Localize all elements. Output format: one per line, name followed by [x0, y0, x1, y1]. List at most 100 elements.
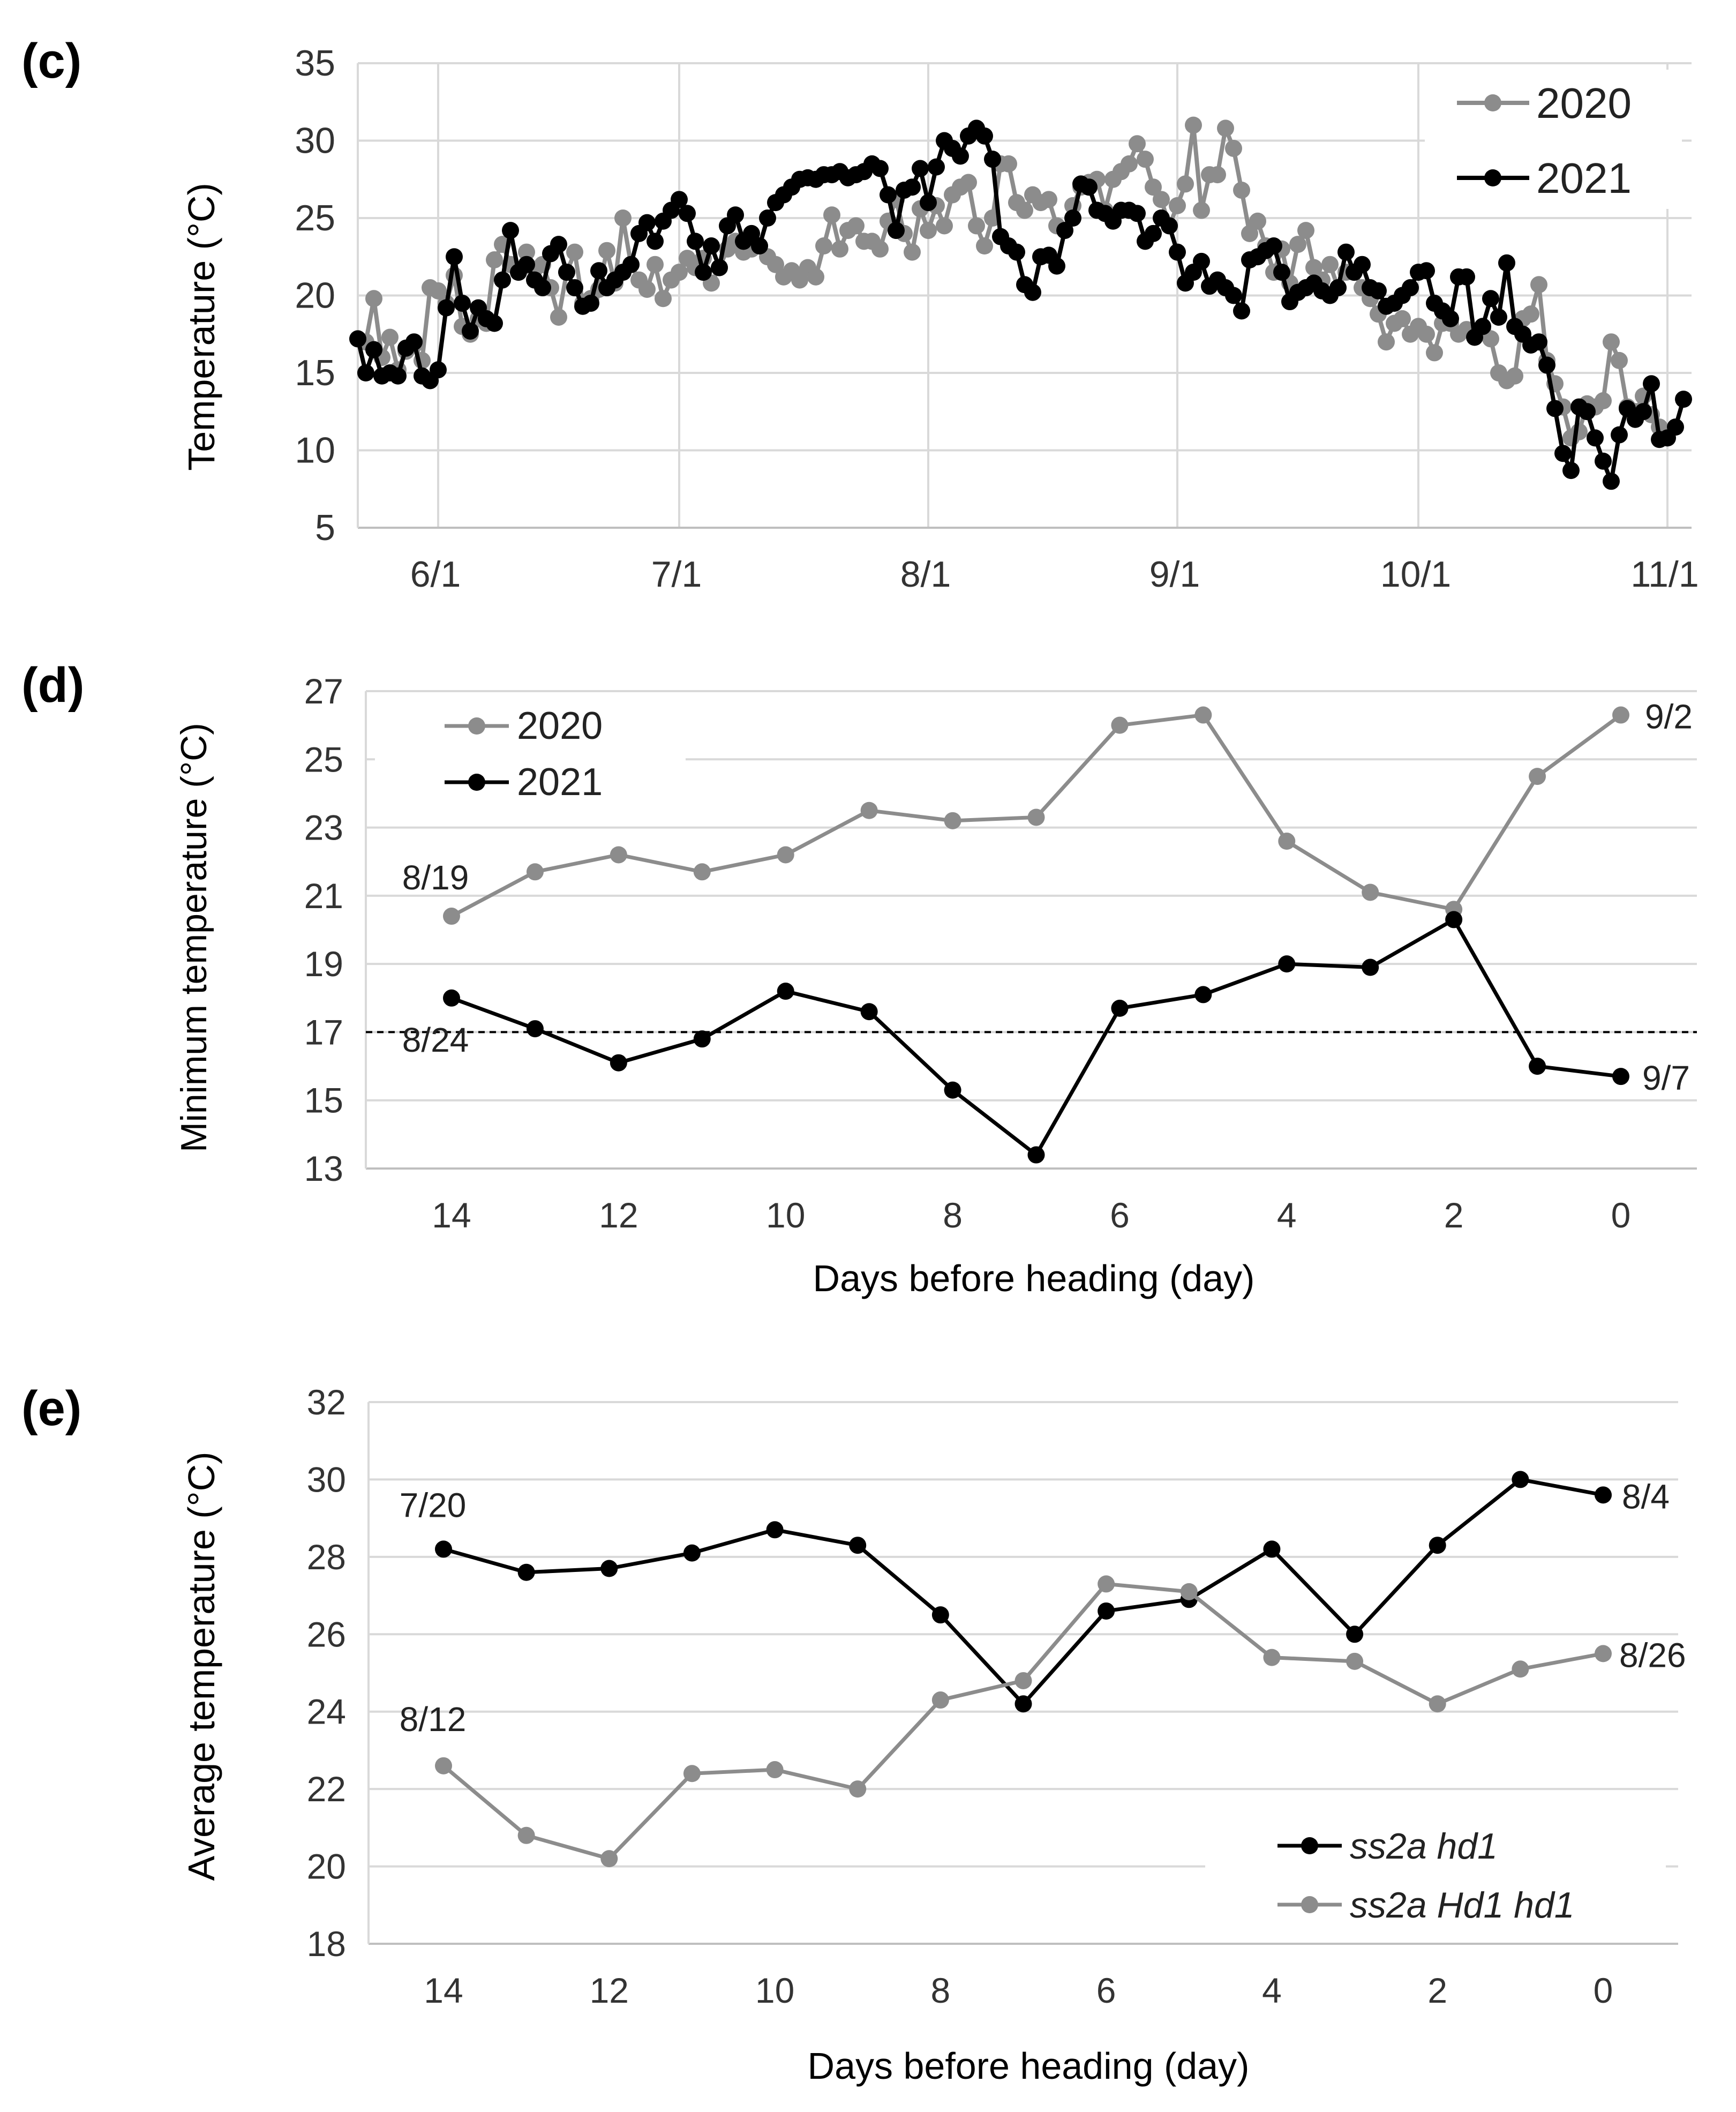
data-point-c-2021: [454, 294, 471, 312]
xtick-label-c: 11/1: [1630, 554, 1699, 595]
data-point-c-2021: [711, 259, 728, 276]
xtick-label-d: 10: [766, 1195, 805, 1235]
data-point-c-2021: [1233, 302, 1250, 320]
data-point-c-2021: [1370, 282, 1387, 299]
data-point-c-2021: [1554, 445, 1572, 462]
data-point-c-2020: [614, 209, 632, 227]
data-point-c-2021: [518, 256, 535, 273]
data-point-c-2021: [687, 233, 704, 250]
data-point-c-2020: [1040, 191, 1057, 208]
data-point-c-2021: [1273, 264, 1290, 281]
start-date-label: 8/19: [402, 858, 469, 897]
data-point-c-2021: [1546, 400, 1564, 417]
ytick-label-e: 20: [307, 1847, 346, 1886]
data-point-c-2020: [430, 282, 447, 299]
data-point-c-2021: [671, 191, 688, 208]
data-point-c-2020: [1506, 367, 1523, 385]
data-point-c-2021: [438, 299, 455, 317]
legend-marker-e: [1301, 1896, 1318, 1913]
data-point-c-2020: [1611, 351, 1628, 369]
data-point-c-2021: [1129, 205, 1146, 222]
data-point-c-2021: [928, 158, 945, 176]
data-point-c-2021: [1643, 375, 1660, 393]
data-point-d-0: [944, 812, 961, 829]
data-point-d-0: [1612, 706, 1629, 724]
data-point-d-1: [693, 1030, 711, 1048]
xlabel-d: Days before heading (day): [813, 1257, 1255, 1299]
data-point-c-2021: [743, 224, 760, 242]
xlabel-e: Days before heading (day): [808, 2045, 1250, 2087]
data-point-d-0: [1278, 833, 1296, 850]
legend-label-e: ss2a Hd1 hd1: [1350, 1885, 1575, 1926]
data-point-c-2021: [502, 222, 519, 239]
data-point-c-2021: [871, 160, 889, 177]
data-point-c-2021: [622, 256, 640, 273]
data-point-d-1: [1194, 986, 1212, 1003]
data-point-d-1: [1529, 1058, 1546, 1075]
data-point-d-0: [1362, 883, 1379, 901]
data-point-e-1: [1263, 1649, 1281, 1666]
ytick-label-c: 5: [315, 507, 335, 548]
data-point-e-1: [1595, 1645, 1612, 1662]
panel-label-e: (e): [21, 1381, 81, 1436]
data-point-c-2021: [904, 178, 921, 196]
data-point-c-2020: [1233, 181, 1250, 199]
ytick-label-e: 24: [307, 1692, 346, 1732]
panel-c: (c) Temperature (°C) 5 10 15 20 25 30 35 6/1 7/…: [21, 34, 1699, 595]
data-point-c-2021: [1048, 257, 1065, 275]
data-point-c-2021: [365, 341, 382, 358]
data-point-c-2020: [831, 240, 848, 258]
data-point-c-2020: [936, 217, 953, 235]
xtick-label-e: 8: [930, 1971, 950, 2010]
data-point-c-2020: [1153, 191, 1170, 208]
data-point-c-2020: [847, 217, 865, 235]
data-point-c-2021: [446, 248, 463, 266]
ytick-label-e: 30: [307, 1459, 346, 1499]
xtick-label-e: 12: [590, 1971, 629, 2010]
data-point-c-2020: [968, 217, 985, 235]
data-point-e-0: [1014, 1695, 1032, 1713]
end-date-label: 9/7: [1642, 1059, 1690, 1097]
data-point-c-2021: [534, 279, 551, 297]
data-point-d-1: [1111, 999, 1129, 1017]
data-point-c-2021: [486, 314, 503, 332]
ytick-label-e: 32: [307, 1382, 346, 1422]
legend-label-d: 2021: [517, 761, 603, 804]
ytick-label-c: 10: [295, 430, 335, 471]
data-point-d-1: [1445, 911, 1463, 928]
data-point-c-2021: [1482, 290, 1499, 308]
data-point-c-2020: [1378, 333, 1395, 351]
data-point-c-2021: [1145, 224, 1162, 242]
xtick-label-d: 8: [943, 1195, 963, 1235]
ytick-label-e: 28: [307, 1537, 346, 1577]
data-point-c-2020: [1185, 116, 1202, 134]
xtick-label-e: 4: [1262, 1971, 1282, 2010]
data-point-c-2021: [582, 294, 599, 312]
data-point-c-2021: [1337, 243, 1355, 261]
data-point-e-0: [1429, 1537, 1446, 1554]
data-point-c-2021: [1161, 217, 1178, 235]
data-point-c-2021: [679, 205, 696, 222]
xtick-label-c: 9/1: [1149, 554, 1200, 595]
data-point-e-1: [1180, 1583, 1198, 1600]
data-point-e-1: [1346, 1652, 1364, 1670]
data-point-c-2021: [1056, 222, 1073, 239]
data-point-e-0: [931, 1606, 949, 1624]
data-point-c-2020: [1137, 151, 1154, 168]
data-point-c-2021: [1329, 279, 1347, 297]
ytick-label-d: 25: [304, 739, 343, 779]
data-point-d-0: [443, 908, 460, 925]
xtick-label-d: 2: [1444, 1195, 1464, 1235]
data-point-c-2020: [647, 256, 664, 273]
data-point-c-2021: [880, 186, 897, 204]
data-point-c-2020: [1482, 330, 1499, 348]
end-date-label: 8/4: [1622, 1477, 1670, 1516]
data-point-e-1: [435, 1757, 452, 1774]
data-point-c-2021: [1587, 429, 1604, 447]
data-point-d-0: [1194, 706, 1212, 724]
data-point-c-2021: [638, 214, 656, 231]
ylabel-c: Temperature (°C): [181, 183, 222, 471]
data-point-c-2021: [984, 151, 1001, 168]
data-point-c-2020: [1000, 155, 1017, 173]
ytick-label-d: 19: [304, 944, 343, 984]
